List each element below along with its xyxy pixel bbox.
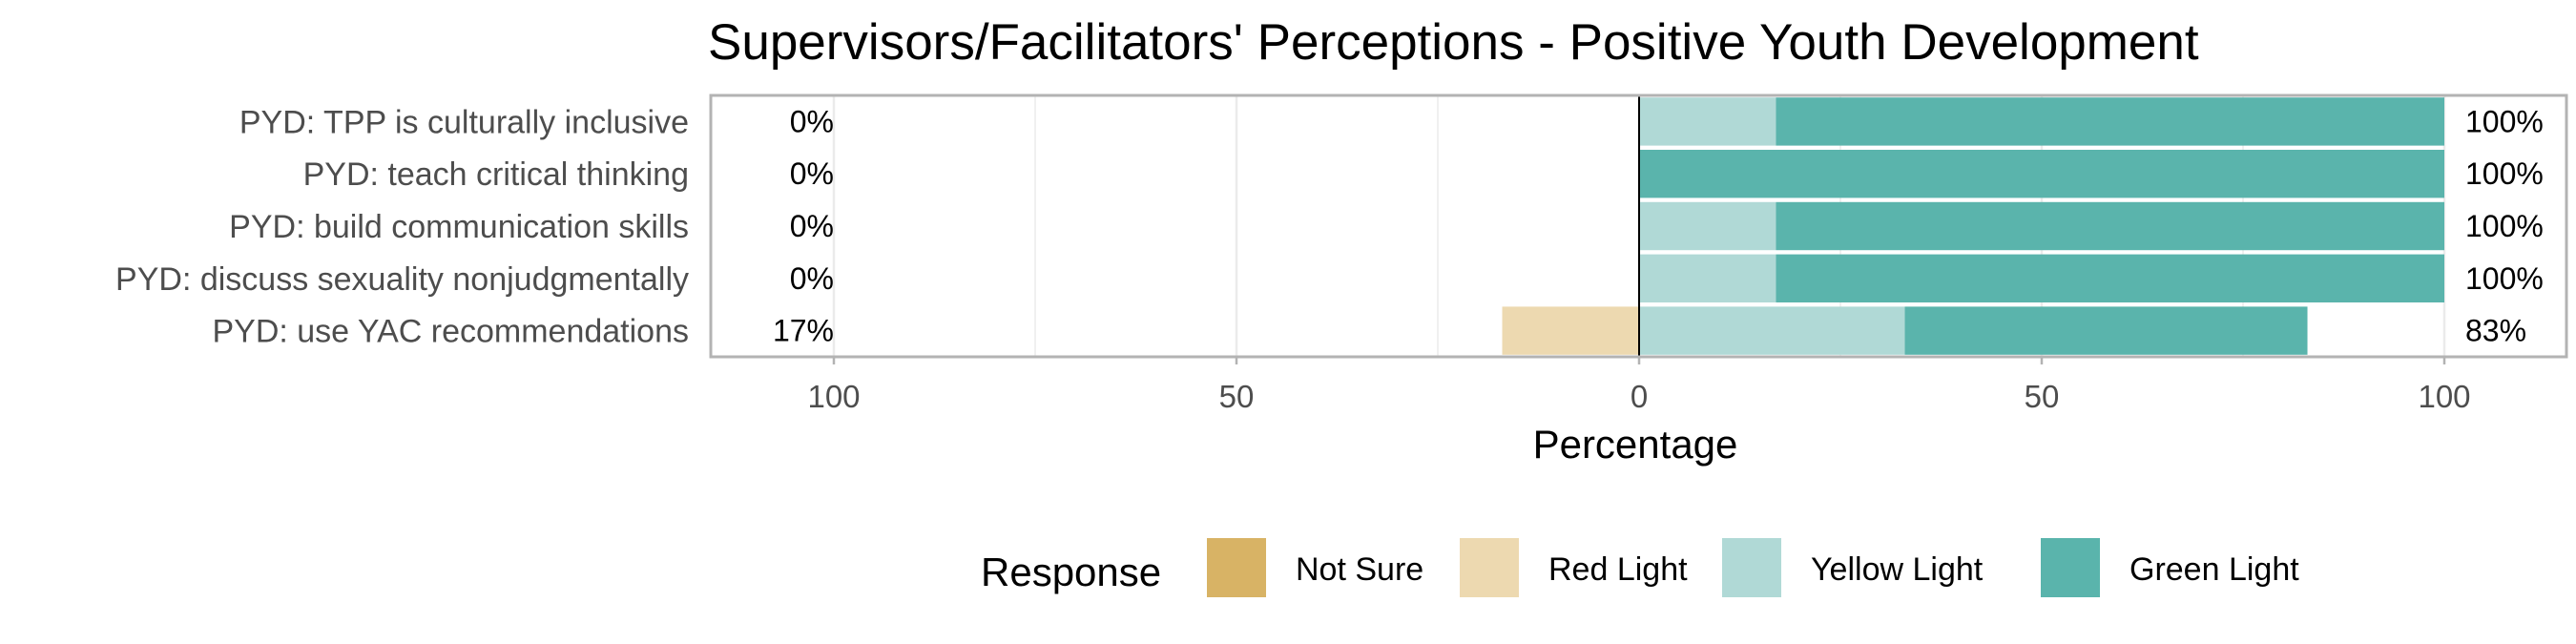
bar-segment [1776,201,2444,251]
left-percent-label: 0% [790,104,834,138]
legend-key [1458,536,1521,599]
category-label: PYD: discuss sexuality nonjudgmentally [115,261,689,298]
axes: 100 50 0 50 100 [709,93,2568,414]
bar-segment [1639,254,1776,303]
category-label: PYD: build communication skills [229,209,689,245]
left-percent-label: 0% [790,156,834,191]
bar-segment [1639,97,1776,146]
right-percent-label: 100% [2465,209,2544,243]
bars [1502,97,2444,355]
chart-title: Supervisors/Facilitators' Perceptions - … [708,14,2199,71]
x-tick-label: 100 [807,379,860,414]
category-label: PYD: TPP is culturally inclusive [239,104,689,140]
bar-segment [1904,306,2308,355]
left-percent-label: 17% [773,314,834,348]
right-percent-label: 83% [2465,314,2526,348]
x-tick-label: 50 [2025,379,2060,414]
legend-label: Yellow Light [1811,551,1984,588]
x-axis-label: Percentage [1533,422,1738,467]
right-percent-label: 100% [2465,104,2544,138]
x-tick-label: 100 [2418,379,2470,414]
legend-key [1205,536,1268,599]
legend-title: Response [981,550,1161,594]
legend-key [1720,536,1783,599]
bar-segment [1639,201,1776,251]
bar-segment [1776,97,2444,146]
legend-key [2039,536,2102,599]
bar-segment [1639,149,2444,198]
bar-segment [1776,254,2444,303]
legend: Response Not Sure Red Light Yellow Light Gr… [981,536,2299,599]
category-label: PYD: teach critical thinking [303,156,689,193]
percent-labels: 0% 100% 0% 100% 0% 100% 0% 100% 17% 83% [773,104,2544,347]
x-tick-label: 50 [1219,379,1255,414]
right-percent-label: 100% [2465,156,2544,191]
bar-segment [1502,306,1639,355]
category-label: PYD: use YAC recommendations [212,314,689,350]
bar-segment [1639,306,1905,355]
x-tick-label: 0 [1631,379,1648,414]
right-percent-label: 100% [2465,261,2544,296]
legend-label: Not Sure [1296,551,1423,588]
category-labels: PYD: TPP is culturally inclusive PYD: tea… [115,104,689,349]
left-percent-label: 0% [790,261,834,296]
legend-label: Red Light [1548,551,1688,588]
legend-label: Green Light [2129,551,2299,588]
left-percent-label: 0% [790,209,834,243]
